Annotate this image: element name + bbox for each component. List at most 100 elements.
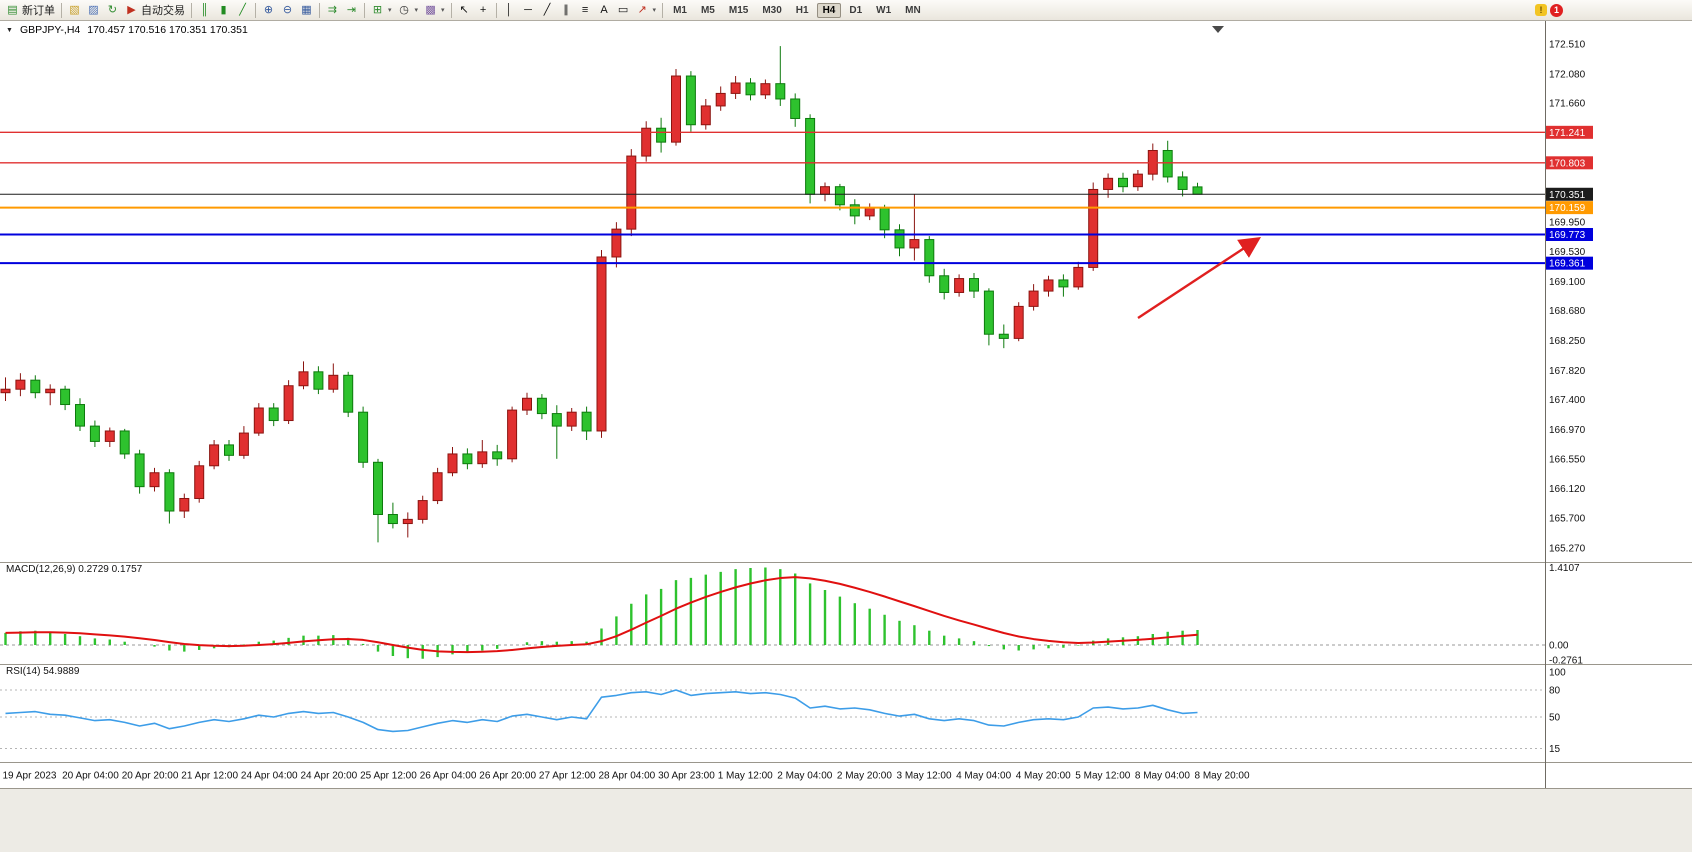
auto-scroll-button[interactable]: ⇉ [323,2,342,19]
profiles-button[interactable]: ▨ [84,2,103,19]
rsi-pane-label: RSI(14) 54.9889 [6,666,79,677]
fibonacci-button[interactable]: ≡ [576,2,595,19]
notification-badge[interactable]: 1 [1550,3,1563,17]
zoom-out-button[interactable]: ⊖ [278,2,297,19]
toolbar-separator [255,2,256,18]
candlestick [715,86,726,111]
refresh-button[interactable]: ↻ [103,2,122,19]
svg-text:169.773: 169.773 [1549,230,1586,241]
candlestick [283,380,294,425]
candlestick [924,236,935,283]
svg-text:169.950: 169.950 [1549,218,1586,229]
macd-pane-label: MACD(12,26,9) 0.2729 0.1757 [6,564,142,575]
candlestick [462,448,473,470]
candlestick [1088,182,1099,271]
trend-arrow[interactable] [1137,237,1262,320]
candlestick [939,268,950,300]
zoom-out-icon: ⊖ [282,3,293,16]
chart-shift-button[interactable]: ⇥ [342,2,361,19]
tile-windows-button[interactable]: ▦ [297,2,316,19]
chart-background [0,21,1692,788]
candlestick [834,183,845,211]
autotrading-button[interactable]: ▶ 自动交易 [122,2,188,19]
candlestick [238,426,249,459]
alert-button[interactable]: ! [1532,2,1550,19]
candlestick [775,46,786,106]
timeframe-w1[interactable]: W1 [876,4,892,16]
timeframe-h1[interactable]: H1 [795,4,809,16]
text-button[interactable]: A [595,2,614,19]
indicators-button[interactable]: ⊞ ▾ [368,2,395,19]
bar-chart-button[interactable]: ║ [195,2,214,19]
timeframe-m5[interactable]: M5 [700,4,715,16]
candlestick [790,93,801,127]
toolbar-separator [191,2,192,18]
svg-text:171.660: 171.660 [1549,99,1586,110]
templates-button[interactable]: ▩ ▾ [421,2,448,19]
trendline-button[interactable]: ╱ [538,2,557,19]
candlesticks [0,46,1203,543]
tile-windows-icon: ▦ [301,3,312,16]
svg-text:165.700: 165.700 [1549,513,1586,524]
line-chart-icon: ╱ [239,3,246,16]
timeframe-d1[interactable]: D1 [849,4,863,16]
toolbar-separator [61,2,62,18]
svg-text:3 May 12:00: 3 May 12:00 [897,771,952,782]
timeframe-m30[interactable]: M30 [762,4,782,16]
one-click-trading-arrow[interactable]: ▼ [6,26,13,34]
candlestick [700,98,711,130]
new-order-button[interactable]: ▤ 新订单 [3,2,58,19]
chart-shift-marker[interactable] [1212,26,1224,33]
candlestick [611,222,622,268]
cursor-button[interactable]: ↖ [455,2,474,19]
svg-text:20 Apr 04:00: 20 Apr 04:00 [62,771,119,782]
candlestick-chart-button[interactable]: ▮ [214,2,233,19]
candlestick [983,288,994,346]
arrows-icon: ↗ [637,3,647,16]
price-axis-badge: 169.361 [1546,256,1593,270]
horizontal-line-button[interactable]: ─ [519,2,538,19]
candlestick [194,460,205,503]
toolbar-separator [662,2,664,18]
candlestick [432,467,443,505]
zoom-in-button[interactable]: ⊕ [259,2,278,19]
svg-text:24 Apr 20:00: 24 Apr 20:00 [301,771,358,782]
svg-text:21 Apr 12:00: 21 Apr 12:00 [181,771,238,782]
rsi-axis-label: 15 [1549,744,1561,755]
line-chart-button[interactable]: ╱ [233,2,252,19]
chart-shift-icon: ⇥ [346,3,357,16]
svg-text:28 Apr 04:00: 28 Apr 04:00 [599,771,656,782]
candlestick [909,194,920,261]
svg-text:170.803: 170.803 [1549,158,1586,169]
candlestick [343,371,354,418]
toolbar-separator [319,2,320,18]
candlestick [417,495,428,524]
svg-text:25 Apr 12:00: 25 Apr 12:00 [360,771,417,782]
periods-button[interactable]: ◷ ▾ [395,2,422,19]
timeframe-m1[interactable]: M1 [673,4,687,16]
crosshair-button[interactable]: + [474,2,493,19]
candlestick [1043,275,1054,297]
vertical-line-button[interactable]: │ [500,2,519,19]
timeframe-m15[interactable]: M15 [728,4,749,16]
price-chart[interactable]: 172.510 172.080 171.660 169.950 169.530 169.1… [0,21,1692,852]
arrows-button[interactable]: ↗ ▾ [633,2,660,19]
timeframe-mn[interactable]: MN [905,4,921,16]
equidistant-channel-button[interactable]: ∥ [557,2,576,19]
candlestick [998,324,1009,349]
timeframe-h4[interactable]: H4 [816,2,842,18]
candlestick [671,69,681,146]
candlestick [1103,173,1114,198]
svg-text:1 May 12:00: 1 May 12:00 [718,771,773,782]
macd-indicator-name: MACD(12,26,9) [6,564,76,575]
candlestick [626,149,637,237]
text-label-button[interactable]: ▭ [614,2,633,19]
candlestick [253,403,264,436]
new-chart-button[interactable]: ▧ [65,2,84,19]
candlestick [134,449,145,494]
candlestick [849,199,860,225]
new-chart-icon: ▧ [69,3,80,16]
svg-text:168.680: 168.680 [1549,306,1586,317]
candlestick [268,403,279,427]
